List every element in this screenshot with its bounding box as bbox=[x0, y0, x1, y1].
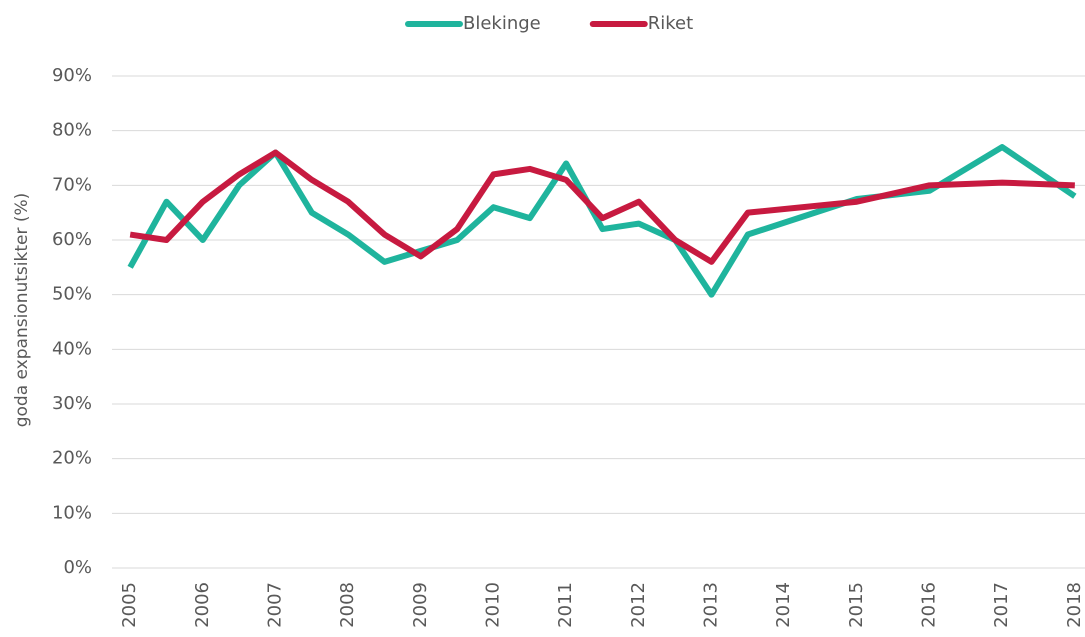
x-tick-label: 2009 bbox=[410, 582, 431, 628]
x-tick-label: 2008 bbox=[337, 582, 358, 628]
y-tick-label: 0% bbox=[63, 557, 92, 578]
x-tick-label: 2011 bbox=[555, 582, 576, 628]
series-line bbox=[129, 149, 1075, 265]
x-tick-label: 2014 bbox=[773, 582, 794, 628]
x-tick-label: 2016 bbox=[918, 582, 939, 628]
x-tick-label: 2017 bbox=[991, 582, 1012, 628]
y-tick-label: 40% bbox=[52, 338, 92, 359]
x-tick-label: 2005 bbox=[119, 582, 140, 628]
x-tick-label: 2007 bbox=[264, 582, 285, 628]
y-tick-label: 30% bbox=[52, 393, 92, 414]
y-tick-label: 60% bbox=[52, 229, 92, 250]
y-tick-label: 80% bbox=[52, 120, 92, 141]
x-tick-label: 2010 bbox=[482, 582, 503, 628]
series-line bbox=[127, 144, 1077, 298]
x-tick-label: 2018 bbox=[1064, 582, 1085, 628]
x-tick-label: 2015 bbox=[846, 582, 867, 628]
legend-label: Riket bbox=[648, 13, 693, 34]
y-tick-label: 10% bbox=[52, 502, 92, 523]
y-tick-label: 70% bbox=[52, 174, 92, 195]
y-tick-label: 50% bbox=[52, 284, 92, 305]
x-tick-label: 2013 bbox=[700, 582, 721, 628]
legend-label: Blekinge bbox=[463, 13, 541, 34]
x-tick-label: 2012 bbox=[628, 582, 649, 628]
x-tick-label: 2006 bbox=[192, 582, 213, 628]
y-axis-label: goda expansionutsikter (%) bbox=[12, 193, 32, 428]
y-tick-label: 90% bbox=[52, 65, 92, 86]
y-tick-label: 20% bbox=[52, 448, 92, 469]
